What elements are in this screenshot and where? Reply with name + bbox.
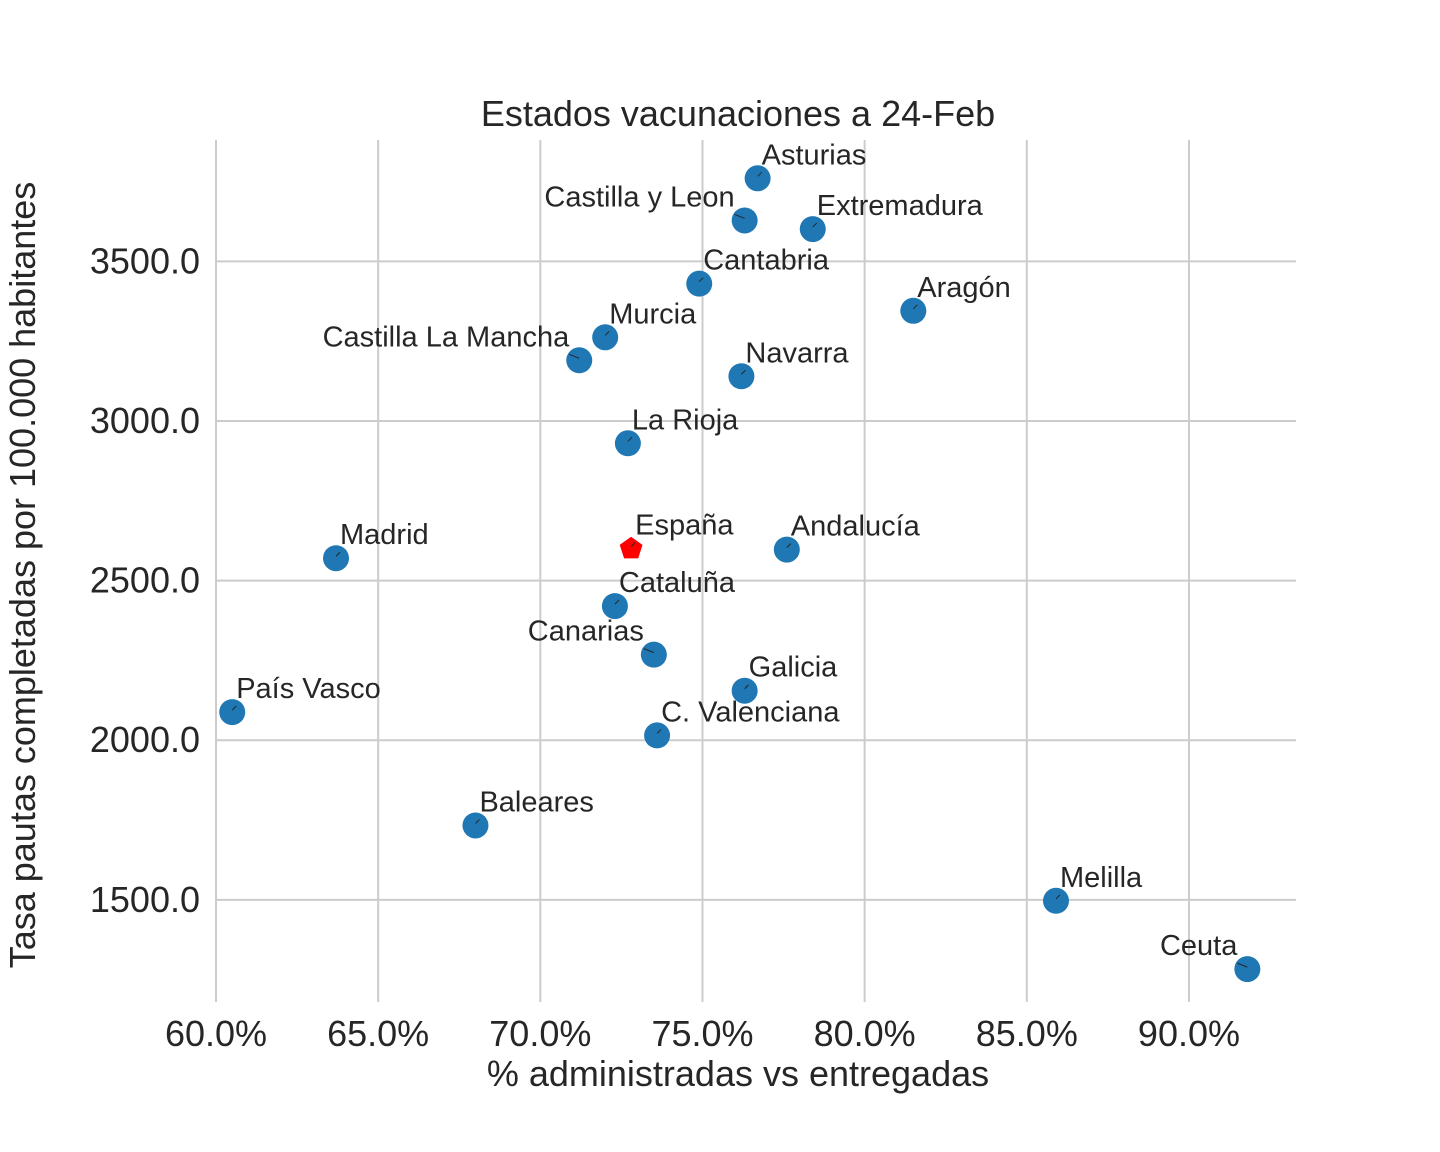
data-point	[219, 699, 246, 726]
data-point	[900, 297, 927, 324]
data-point	[614, 430, 641, 457]
label-leader-line	[475, 819, 480, 824]
data-label: Andalucía	[791, 511, 921, 543]
label-leader-line	[1237, 962, 1248, 968]
data-point	[323, 545, 349, 572]
data-point	[592, 324, 619, 351]
y-tick-label: 3500.0	[90, 240, 200, 281]
label-leader-line	[614, 599, 620, 605]
label-leader-line	[569, 353, 580, 359]
data-label: La Rioja	[632, 404, 739, 436]
data-label: Cataluña	[619, 567, 736, 599]
data-point	[731, 207, 758, 234]
x-tick-label: 75.0%	[651, 1013, 753, 1054]
label-leader-line	[231, 705, 237, 711]
label-leader-line	[604, 330, 610, 336]
x-tick-label: 70.0%	[489, 1013, 591, 1054]
x-tick-label: 80.0%	[814, 1013, 916, 1054]
data-label: Castilla La Mancha	[323, 321, 570, 353]
data-point	[644, 722, 671, 749]
data-label: Ceuta	[1160, 930, 1238, 962]
x-tick-labels: 60.0% 65.0% 70.0% 75.0% 80.0% 85.0% 90.0%	[165, 1013, 1240, 1054]
data-label: Extremadura	[817, 190, 984, 222]
label-leader-line	[643, 648, 655, 654]
data-label: Baleares	[479, 786, 593, 818]
y-tick-label: 1500.0	[90, 879, 200, 920]
label-leader-line	[656, 729, 662, 734]
y-grid	[216, 260, 1296, 901]
x-tick-label: 85.0%	[976, 1013, 1078, 1054]
data-label: Murcia	[609, 298, 697, 330]
x-tick-label: 90.0%	[1138, 1013, 1240, 1054]
x-axis-label: % administradas vs entregadas	[487, 1053, 989, 1094]
data-point	[731, 677, 758, 704]
data-point	[1234, 956, 1261, 983]
data-point	[1043, 887, 1069, 914]
label-leader-line	[744, 684, 750, 690]
data-point	[744, 165, 771, 192]
label-leader-line	[812, 222, 818, 228]
data-label: País Vasco	[236, 673, 381, 705]
data-label: Cantabria	[703, 245, 830, 277]
y-tick-labels: 1500.0 2000.0 2500.0 3000.0 3500.0	[90, 240, 200, 920]
data-point	[686, 270, 713, 297]
data-point	[640, 641, 667, 668]
data-point	[799, 216, 826, 243]
data-label: Canarias	[528, 616, 644, 648]
data-label: Castilla y Leon	[544, 181, 734, 213]
data-label: España	[635, 510, 734, 542]
data-point	[566, 347, 593, 374]
data-point	[601, 593, 628, 620]
label-leader-line	[698, 277, 704, 283]
label-leader-line	[627, 436, 633, 442]
label-leader-line	[630, 542, 636, 548]
y-tick-label: 2000.0	[90, 719, 200, 760]
x-tick-label: 65.0%	[327, 1013, 429, 1054]
chart-title: Estados vacunaciones a 24-Feb	[481, 93, 995, 134]
data-label: Madrid	[340, 519, 429, 551]
label-leader-line	[741, 369, 746, 375]
x-tick-label: 60.0%	[165, 1013, 267, 1054]
data-point	[773, 536, 800, 563]
data-point	[462, 812, 489, 839]
data-label: Melilla	[1060, 862, 1143, 894]
label-leader-line	[757, 171, 762, 177]
data-label: Galicia	[749, 652, 839, 684]
data-label: Navarra	[745, 337, 849, 369]
label-leader-line	[734, 213, 745, 219]
data-label: C. Valenciana	[661, 696, 840, 728]
label-leader-line	[335, 551, 341, 557]
y-tick-label: 2500.0	[90, 560, 200, 601]
y-axis-label: Tasa pautas completadas por 100.000 habi…	[2, 182, 43, 969]
data-point-highlight	[619, 536, 643, 559]
data-labels: Asturias Castilla y Leon Extremadura Cantab…	[231, 139, 1248, 968]
label-leader-line	[786, 543, 792, 548]
data-point	[728, 363, 755, 390]
label-leader-line	[1055, 894, 1061, 900]
data-label: Asturias	[762, 139, 867, 171]
label-leader-line	[912, 304, 918, 310]
y-tick-label: 3000.0	[90, 400, 200, 441]
data-points	[219, 165, 1261, 983]
data-label: Aragón	[917, 272, 1011, 304]
